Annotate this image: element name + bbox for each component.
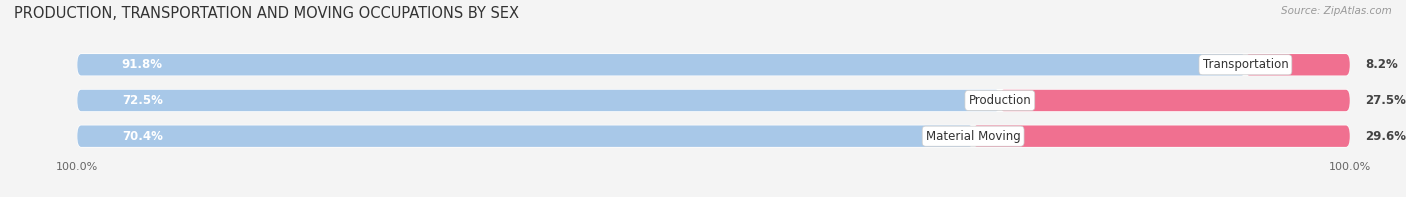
FancyBboxPatch shape [77, 54, 1246, 75]
FancyBboxPatch shape [1246, 54, 1350, 75]
Text: 27.5%: 27.5% [1365, 94, 1406, 107]
Text: Source: ZipAtlas.com: Source: ZipAtlas.com [1281, 6, 1392, 16]
Text: 91.8%: 91.8% [122, 58, 163, 71]
FancyBboxPatch shape [77, 90, 1350, 111]
FancyBboxPatch shape [77, 125, 1350, 147]
FancyBboxPatch shape [77, 90, 1000, 111]
FancyBboxPatch shape [1000, 90, 1350, 111]
Text: 72.5%: 72.5% [122, 94, 163, 107]
Text: 70.4%: 70.4% [122, 130, 163, 143]
FancyBboxPatch shape [973, 125, 1350, 147]
Text: Transportation: Transportation [1202, 58, 1288, 71]
Text: 8.2%: 8.2% [1365, 58, 1398, 71]
Text: Material Moving: Material Moving [925, 130, 1021, 143]
FancyBboxPatch shape [77, 54, 1350, 75]
Text: 29.6%: 29.6% [1365, 130, 1406, 143]
Text: Production: Production [969, 94, 1031, 107]
Text: PRODUCTION, TRANSPORTATION AND MOVING OCCUPATIONS BY SEX: PRODUCTION, TRANSPORTATION AND MOVING OC… [14, 6, 519, 21]
FancyBboxPatch shape [77, 125, 973, 147]
